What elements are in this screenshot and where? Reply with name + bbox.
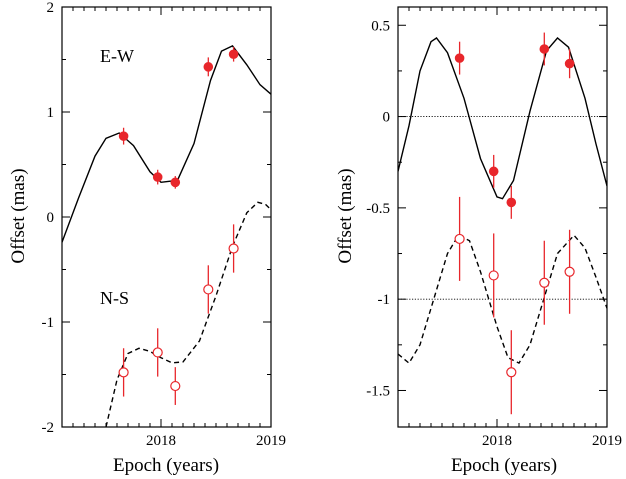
y-tick-label: -2 bbox=[42, 420, 55, 436]
data-point-filled bbox=[152, 172, 163, 182]
data-point-filled bbox=[228, 49, 239, 60]
y-tick-label: 0 bbox=[383, 110, 391, 126]
y-tick-label: -0.5 bbox=[366, 201, 390, 217]
panel-right: Epoch (years) Offset (mas) 2018 2019 0.5 0 -… bbox=[335, 6, 622, 476]
data-point-open bbox=[228, 243, 239, 254]
data-point-filled bbox=[539, 44, 550, 54]
y-axis-label-left: Offset (mas) bbox=[8, 168, 29, 263]
data-point-open bbox=[506, 367, 517, 378]
model-curve-ew bbox=[398, 37, 607, 200]
y-axis-label-right: Offset (mas) bbox=[335, 168, 356, 263]
model-curve-ns bbox=[398, 234, 607, 365]
data-point-filled bbox=[170, 177, 181, 188]
x-tick-label: 2019 bbox=[592, 433, 622, 449]
x-tick-label: 2018 bbox=[146, 433, 176, 449]
data-point-filled bbox=[118, 131, 129, 141]
model-curve-ns bbox=[105, 201, 271, 427]
data-point-open bbox=[454, 233, 465, 245]
y-tick-label: -1 bbox=[42, 315, 55, 331]
panel-left: E-W N-S Epoch (years) Offset (mas) 2018 2… bbox=[8, 0, 286, 476]
y-tick-label: 0 bbox=[47, 210, 55, 226]
y-tick-label: 2 bbox=[47, 0, 55, 16]
y-tick-label: 0.5 bbox=[371, 18, 390, 34]
model-curve-ew bbox=[62, 45, 271, 243]
plot-frame bbox=[397, 6, 608, 428]
data-point-open bbox=[203, 284, 214, 295]
data-point-filled bbox=[488, 166, 499, 177]
x-tick-label: 2018 bbox=[482, 433, 512, 449]
x-tick-label: 2019 bbox=[256, 433, 286, 449]
data-point-open bbox=[118, 367, 129, 378]
plot-frame bbox=[61, 6, 272, 428]
annotation-ew: E-W bbox=[100, 46, 134, 66]
data-point-filled bbox=[506, 197, 517, 208]
data-point-open bbox=[170, 380, 181, 392]
data-point-filled bbox=[564, 58, 575, 69]
y-tick-label: -1.5 bbox=[366, 383, 390, 399]
x-axis-label-left: Epoch (years) bbox=[113, 455, 219, 476]
x-axis-label-right: Epoch (years) bbox=[451, 455, 557, 476]
y-tick-label: 1 bbox=[47, 105, 55, 121]
data-point-filled bbox=[454, 53, 465, 63]
data-point-filled bbox=[203, 62, 214, 72]
data-point-open bbox=[152, 347, 163, 358]
y-tick-label: -1 bbox=[378, 292, 391, 308]
data-point-open bbox=[539, 277, 550, 288]
annotation-ns: N-S bbox=[100, 288, 129, 308]
data-point-open bbox=[564, 266, 575, 277]
data-point-open bbox=[488, 270, 499, 281]
